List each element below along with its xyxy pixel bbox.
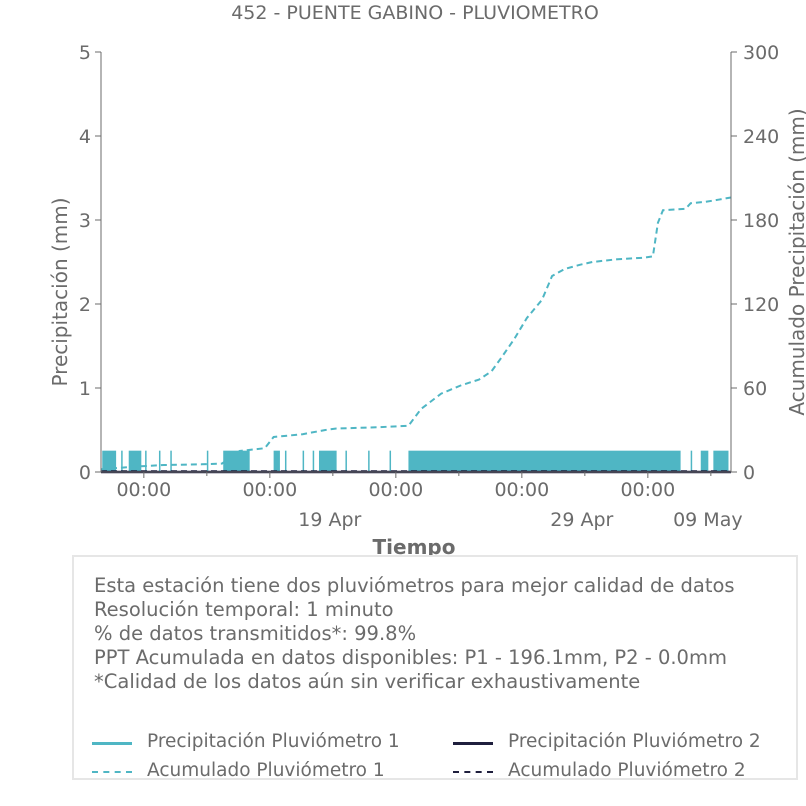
y-tick-label-left: 3: [79, 210, 91, 232]
rain-bar-p1: [389, 450, 392, 472]
info-line-2: Resolución temporal: 1 minuto: [94, 598, 394, 621]
rain-bar-p1: [700, 450, 709, 472]
y-axis-label-left: Precipitación (mm): [48, 197, 72, 386]
rain-bar-p1: [345, 450, 347, 472]
y-tick-label-left: 5: [79, 42, 91, 64]
y-tick-label-right: 0: [743, 462, 755, 484]
y-tick-label-right: 60: [743, 378, 767, 400]
y-tick-label-left: 1: [79, 378, 91, 400]
rain-bar-p1: [408, 450, 681, 472]
rain-bar-p1: [145, 450, 147, 472]
legend-swatch-solid-cyan: [92, 742, 132, 745]
rain-bar-p1: [713, 450, 729, 472]
legend-label-a2: Acumulado Pluviómetro 2: [508, 760, 746, 781]
info-line-4: PPT Acumulada en datos disponibles: P1 -…: [94, 646, 727, 669]
rain-bar-p1: [102, 450, 117, 472]
y-tick-label-right: 300: [743, 42, 779, 64]
y-tick-label-right: 120: [743, 294, 779, 316]
rain-bar-p1: [223, 450, 250, 472]
x-tick-label-time: 00:00: [242, 479, 297, 501]
chart-title: 452 - PUENTE GABINO - PLUVIOMETRO: [231, 2, 599, 24]
rain-bar-p1: [318, 450, 337, 472]
info-box: Esta estación tiene dos pluviómetros par…: [72, 555, 798, 781]
info-line-3: % de datos transmitidos*: 99.8%: [94, 622, 417, 645]
rain-bar-p1: [368, 450, 370, 472]
rain-bar-p1: [284, 450, 287, 472]
info-line-1: Esta estación tiene dos pluviómetros par…: [94, 574, 735, 597]
x-tick-label-time: 00:00: [494, 479, 549, 501]
rain-bar-p1: [690, 450, 693, 472]
legend-swatch-solid-navy: [453, 742, 493, 745]
rain-bar-p1: [206, 450, 209, 472]
legend-swatch-dashed-navy: [453, 771, 493, 773]
x-tick-label-date: 09 May: [673, 509, 743, 531]
legend-label-a1: Acumulado Pluviómetro 1: [147, 760, 385, 781]
legend-swatch-dashed-cyan: [92, 771, 132, 773]
rain-bar-p1: [121, 450, 123, 472]
legend-label-p2: Precipitación Pluviómetro 2: [508, 731, 761, 752]
info-line-5: *Calidad de los datos aún sin verificar …: [94, 670, 641, 693]
x-tick-label-time: 00:00: [620, 479, 675, 501]
y-axis-label-right: Acumulado Precipitación (mm): [785, 108, 806, 415]
y-tick-label-left: 0: [79, 462, 91, 484]
rain-bar-p1: [128, 450, 142, 472]
y-tick-label-right: 180: [743, 210, 779, 232]
chart-svg: 0 1 2 3 4 5 0 60 120 180 240 300 00:00 00:00 00:00 00:0…: [48, 42, 806, 559]
x-tick-label-date: 19 Apr: [298, 509, 361, 531]
rain-bar-p1: [302, 450, 305, 472]
y-tick-label-left: 2: [79, 294, 91, 316]
x-tick-label-date: 29 Apr: [550, 509, 613, 531]
series-line-a1: [100, 196, 732, 471]
info-text: Esta estación tiene dos pluviómetros par…: [94, 574, 735, 694]
legend-label-p1: Precipitación Pluviómetro 1: [147, 731, 400, 752]
y-tick-label-left: 4: [79, 126, 91, 148]
rain-bar-p1: [312, 450, 315, 472]
y-tick-label-right: 240: [743, 126, 779, 148]
rain-bar-p1: [170, 450, 172, 472]
x-tick-label-time: 00:00: [368, 479, 423, 501]
rain-bar-p1: [273, 450, 280, 472]
x-tick-label-time: 00:00: [116, 479, 171, 501]
rain-bar-p1: [158, 450, 161, 472]
